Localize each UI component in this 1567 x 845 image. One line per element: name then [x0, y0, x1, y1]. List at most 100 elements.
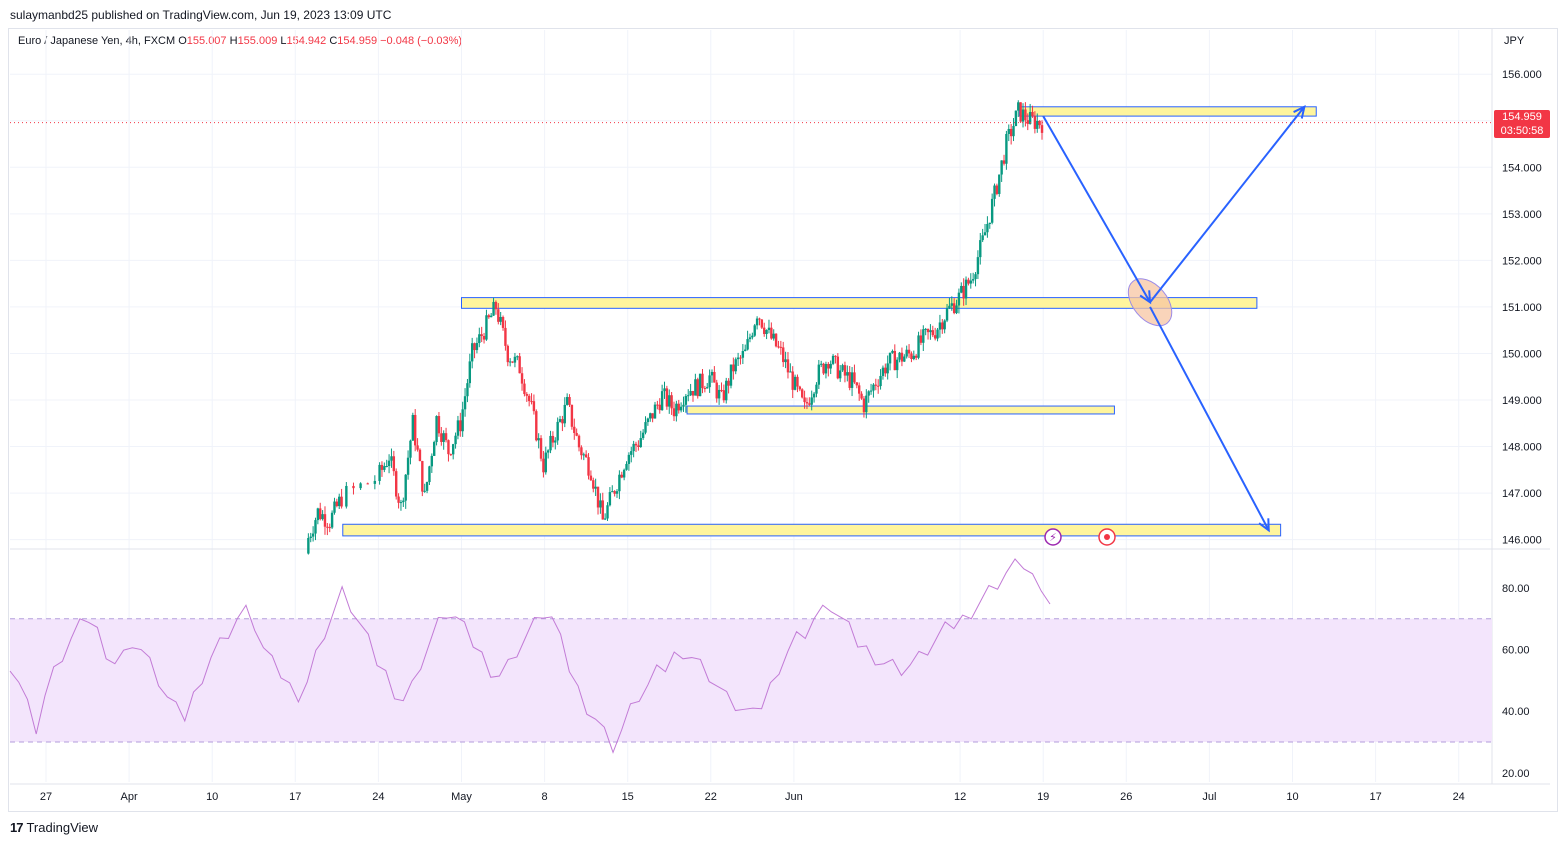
- candle-body: [679, 406, 683, 411]
- candle-body: [549, 435, 552, 451]
- price-axis-tick: 148.000: [1502, 442, 1542, 454]
- candle-body: [834, 355, 837, 357]
- time-axis-tick: 19: [1037, 791, 1049, 803]
- candle-body: [326, 526, 329, 528]
- close-label: C: [329, 35, 338, 47]
- time-axis-tick: 8: [542, 791, 548, 803]
- candle-body: [884, 367, 887, 374]
- candle-body: [1014, 110, 1018, 127]
- candle-body: [670, 395, 673, 409]
- support-resistance-zone: [461, 297, 1258, 309]
- candle-body: [1040, 125, 1044, 133]
- candle-body: [1038, 120, 1041, 126]
- candle-body: [603, 518, 607, 520]
- open-label: O: [178, 35, 187, 47]
- candle-body: [323, 514, 327, 527]
- candle-body: [824, 363, 828, 374]
- candle-body: [981, 235, 984, 241]
- candle-body: [677, 403, 680, 411]
- candle-body: [943, 320, 946, 330]
- candle-body: [687, 395, 690, 397]
- candle-body: [539, 438, 543, 459]
- candle-body: [948, 305, 951, 309]
- candle-body: [827, 363, 830, 369]
- candle-body: [755, 318, 759, 326]
- rsi-line: [9, 558, 1051, 754]
- candle-body: [919, 335, 923, 343]
- price-axis-tick: 156.000: [1502, 69, 1542, 81]
- candle-body: [335, 501, 339, 507]
- candle-body: [470, 343, 474, 362]
- candle-body: [478, 334, 481, 344]
- candle-body: [933, 335, 937, 339]
- candle-body: [869, 390, 873, 392]
- candle-body: [838, 370, 842, 379]
- candle-body: [1012, 126, 1015, 137]
- candle-body: [611, 491, 614, 493]
- candle-body: [568, 397, 571, 405]
- candle-body: [998, 174, 1001, 194]
- candle-body: [857, 385, 861, 394]
- candle-body: [449, 454, 453, 456]
- candle-body: [703, 388, 707, 390]
- candle-body: [938, 322, 942, 330]
- candle-body: [494, 301, 498, 310]
- candle-body: [596, 486, 600, 508]
- candle-body: [732, 364, 735, 372]
- candle-body: [772, 333, 775, 339]
- candle-body: [689, 391, 692, 396]
- candle-body: [622, 469, 626, 478]
- candle-body: [480, 334, 483, 337]
- rsi-axis-tick: 40.00: [1502, 706, 1530, 718]
- candle-body: [812, 393, 816, 398]
- candle-body: [416, 445, 419, 450]
- candle-body: [931, 330, 934, 336]
- candle-body: [734, 359, 737, 372]
- candle-body: [744, 349, 747, 352]
- candle-body: [459, 420, 462, 432]
- candle-body: [454, 435, 457, 445]
- symbol-title: Euro / Japanese Yen, 4h, FXCM: [18, 35, 176, 47]
- candle-body: [451, 444, 455, 455]
- candle-body: [967, 279, 970, 284]
- candle-body: [399, 502, 403, 504]
- candle-body: [760, 319, 764, 328]
- low-value: 154.942: [286, 35, 327, 47]
- candle-body: [511, 361, 514, 363]
- candle-body: [580, 447, 583, 456]
- candle-body: [1005, 133, 1008, 164]
- candle-body: [722, 390, 726, 401]
- candle-body: [765, 329, 768, 335]
- candle-body: [663, 388, 666, 392]
- candle-body: [558, 419, 562, 422]
- tradingview-logo[interactable]: 17 TradingView: [10, 820, 98, 835]
- candle-body: [411, 414, 415, 441]
- candle-body: [910, 353, 913, 360]
- candle-body: [853, 372, 856, 383]
- candle-body: [385, 466, 388, 468]
- candle-body: [720, 389, 723, 391]
- candle-body: [850, 372, 854, 388]
- candle-body: [307, 537, 310, 554]
- candle-body: [630, 451, 633, 455]
- candle-body: [551, 435, 555, 443]
- candle-body: [1002, 160, 1006, 164]
- candle-body: [753, 325, 756, 336]
- time-axis-tick: 10: [206, 791, 218, 803]
- candle-body: [1007, 128, 1010, 134]
- time-axis-tick: 26: [1120, 791, 1132, 803]
- candle-body: [594, 486, 597, 489]
- candle-body: [888, 352, 892, 364]
- candle-body: [606, 505, 609, 519]
- candle-body: [1019, 102, 1022, 122]
- candle-body: [456, 420, 460, 436]
- projection-arrow: [1149, 106, 1306, 303]
- candle-body: [786, 359, 790, 373]
- candle-body: [338, 496, 341, 507]
- candle-body: [976, 257, 980, 275]
- candle-body: [330, 512, 334, 528]
- candle-body: [829, 363, 832, 369]
- candle-body: [489, 315, 493, 318]
- candle-body: [497, 309, 500, 322]
